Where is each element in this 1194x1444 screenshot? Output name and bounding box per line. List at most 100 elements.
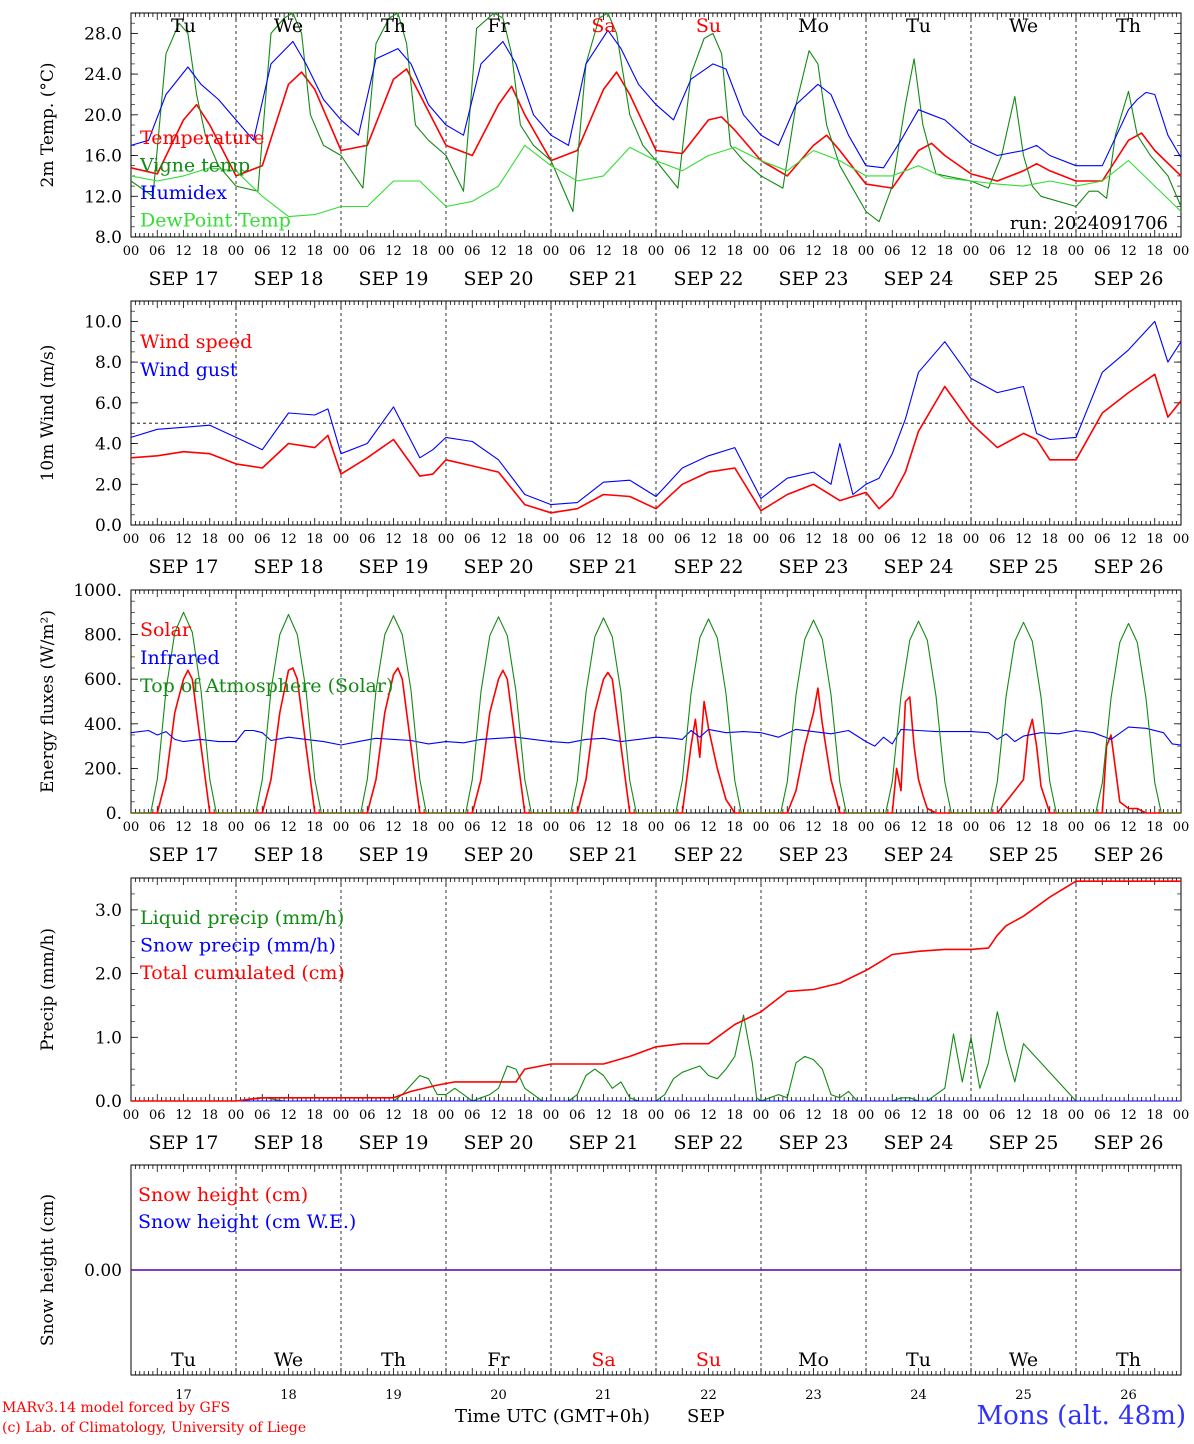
day-number-label: 21 xyxy=(595,1388,612,1403)
day-number-label: 19 xyxy=(385,1388,402,1403)
y-tick-label: 24.0 xyxy=(84,65,122,85)
legend-entry: Temperature xyxy=(140,127,264,149)
day-number-label: 17 xyxy=(175,1388,192,1403)
date-label: SEP 20 xyxy=(464,268,534,290)
date-label: SEP 26 xyxy=(1094,844,1164,866)
date-label: SEP 22 xyxy=(674,268,744,290)
weekday-label: Tu xyxy=(171,1349,196,1371)
day-number-label: 22 xyxy=(700,1388,717,1403)
series-line-dewpoint-temp xyxy=(130,144,1182,218)
hour-tick-label: 06 xyxy=(674,244,691,259)
time-axis-label: Time UTC (GMT+0h) xyxy=(455,1406,650,1427)
hour-tick-label: 12 xyxy=(595,532,612,547)
weekday-label: We xyxy=(274,1349,303,1371)
hour-tick-label: 12 xyxy=(175,820,192,835)
date-label: SEP 22 xyxy=(674,844,744,866)
hour-tick-label: 00 xyxy=(228,820,245,835)
hour-tick-label: 00 xyxy=(333,532,350,547)
hour-tick-label: 06 xyxy=(1094,244,1111,259)
legend-entry: Humidex xyxy=(140,182,227,204)
y-tick-label: 0.00 xyxy=(84,1261,122,1281)
hour-tick-label: 12 xyxy=(910,532,927,547)
weekday-label: Th xyxy=(1116,1349,1141,1371)
hour-tick-label: 00 xyxy=(858,820,875,835)
hour-tick-label: 06 xyxy=(884,820,901,835)
hour-tick-label: 00 xyxy=(438,532,455,547)
hour-tick-label: 06 xyxy=(779,244,796,259)
chart-panel-3: 0. 200. 400. 600. 800. 1000. Energy fluxes (W/… xyxy=(38,581,1189,866)
hour-tick-label: 06 xyxy=(569,532,586,547)
hour-tick-label: 06 xyxy=(149,1108,166,1123)
hour-tick-label: 00 xyxy=(1173,820,1190,835)
chart-panel-5: 0.00 Snow height (cm) Snow height (cm) Snow… xyxy=(38,1164,1182,1403)
weekday-label: Mo xyxy=(798,15,829,37)
weekday-label: We xyxy=(1009,15,1038,37)
weekday-label: Th xyxy=(1116,15,1141,37)
hour-tick-label: 00 xyxy=(1173,244,1190,259)
hour-tick-label: 00 xyxy=(438,244,455,259)
hour-tick-label: 18 xyxy=(936,820,953,835)
hour-tick-label: 12 xyxy=(490,820,507,835)
hour-tick-label: 12 xyxy=(175,1108,192,1123)
date-label: SEP 22 xyxy=(674,556,744,578)
legend-entry: Solar xyxy=(140,619,192,641)
y-tick-label: 20.0 xyxy=(84,106,122,126)
hour-tick-label: 12 xyxy=(1120,532,1137,547)
lab-credit: (c) Lab. of Climatology, University of L… xyxy=(2,1420,307,1436)
hour-tick-label: 12 xyxy=(805,1108,822,1123)
date-label: SEP 20 xyxy=(464,1132,534,1154)
hour-tick-label: 06 xyxy=(569,820,586,835)
date-label: SEP 23 xyxy=(779,556,849,578)
hour-tick-label: 12 xyxy=(700,1108,717,1123)
hour-tick-label: 06 xyxy=(779,532,796,547)
hour-tick-label: 00 xyxy=(963,1108,980,1123)
series-line-infrared xyxy=(130,726,1182,747)
date-label: SEP 22 xyxy=(674,1132,744,1154)
hour-tick-label: 06 xyxy=(989,820,1006,835)
y-tick-label: 6.0 xyxy=(95,394,122,414)
hour-tick-label: 18 xyxy=(936,1108,953,1123)
y-tick-label: 0.0 xyxy=(95,1092,122,1112)
date-label: SEP 17 xyxy=(149,556,219,578)
hour-tick-label: 18 xyxy=(831,244,848,259)
hour-tick-label: 00 xyxy=(123,820,140,835)
hour-tick-label: 18 xyxy=(1146,244,1163,259)
date-label: SEP 18 xyxy=(254,556,324,578)
hour-tick-label: 00 xyxy=(1068,244,1085,259)
y-axis-label: 10m Wind (m/s) xyxy=(38,345,58,482)
chart-panel-1: 8.0 12.0 16.0 20.0 24.0 28.0 2m Temp. (°C) Temp… xyxy=(38,12,1190,290)
hour-tick-label: 18 xyxy=(1041,1108,1058,1123)
date-label: SEP 23 xyxy=(779,844,849,866)
legend-entry: Wind speed xyxy=(140,331,252,353)
hour-tick-label: 00 xyxy=(648,532,665,547)
weekday-label: Tu xyxy=(906,1349,931,1371)
hour-tick-label: 06 xyxy=(989,532,1006,547)
hour-tick-label: 06 xyxy=(674,1108,691,1123)
hour-tick-label: 12 xyxy=(280,820,297,835)
hour-tick-label: 06 xyxy=(254,244,271,259)
hour-tick-label: 00 xyxy=(1068,1108,1085,1123)
y-tick-label: 3.0 xyxy=(95,901,122,921)
legend-entry: Wind gust xyxy=(140,359,238,381)
hour-tick-label: 12 xyxy=(385,532,402,547)
y-tick-label: 8.0 xyxy=(95,228,122,248)
hour-tick-label: 18 xyxy=(621,532,638,547)
date-label: SEP 26 xyxy=(1094,268,1164,290)
hour-tick-label: 00 xyxy=(753,244,770,259)
hour-tick-label: 18 xyxy=(1041,532,1058,547)
date-label: SEP 19 xyxy=(359,844,429,866)
hour-tick-label: 06 xyxy=(674,532,691,547)
hour-tick-label: 06 xyxy=(149,532,166,547)
hour-tick-label: 12 xyxy=(1120,244,1137,259)
legend-entry: Snow precip (mm/h) xyxy=(140,935,336,957)
y-tick-label: 2.0 xyxy=(95,475,122,495)
hour-tick-label: 06 xyxy=(464,820,481,835)
y-tick-label: 400. xyxy=(84,715,122,735)
hour-tick-label: 06 xyxy=(989,244,1006,259)
hour-tick-label: 00 xyxy=(333,1108,350,1123)
legend-entry: DewPoint Temp xyxy=(140,210,291,232)
weekday-label: Fr xyxy=(487,15,510,37)
hour-tick-label: 18 xyxy=(726,244,743,259)
weekday-label: Tu xyxy=(906,15,931,37)
hour-tick-label: 18 xyxy=(516,820,533,835)
